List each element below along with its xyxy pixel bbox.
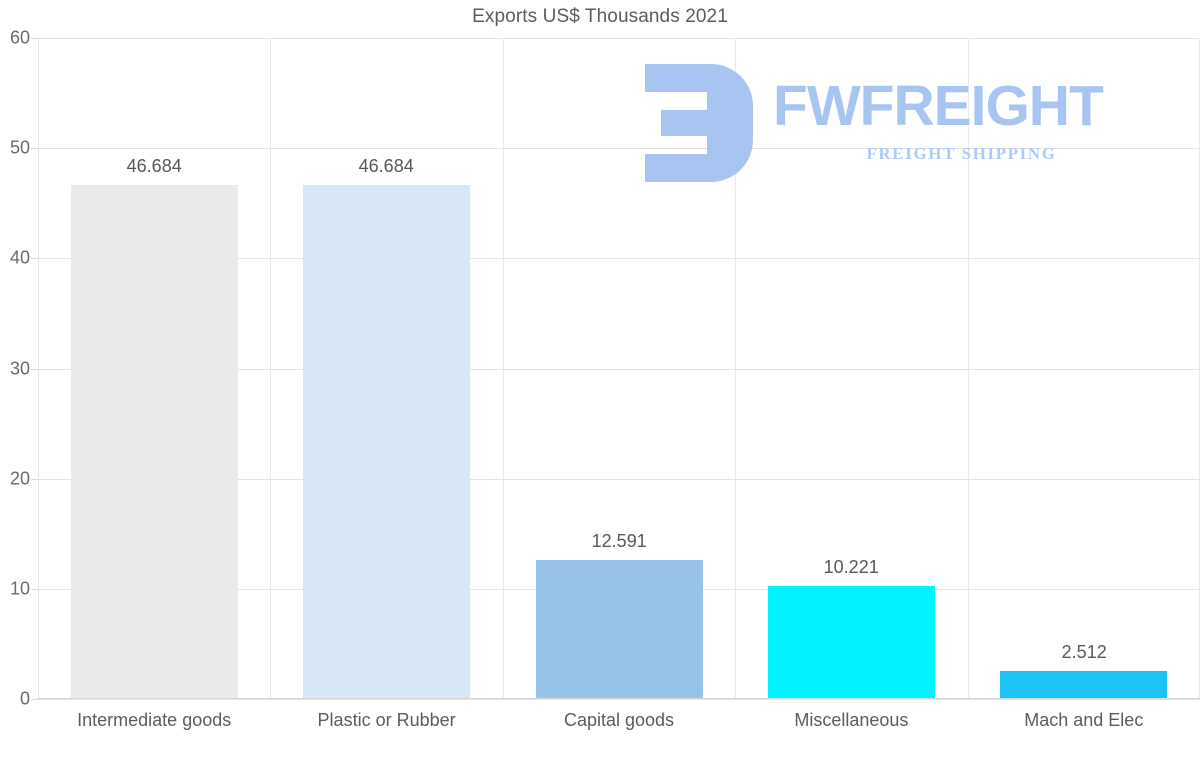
gridline-v	[38, 38, 39, 699]
y-axis-tick-label: 30	[9, 358, 30, 378]
y-axis-tick-mark	[31, 368, 38, 370]
gridline-v	[968, 38, 969, 699]
bar[interactable]	[768, 586, 935, 699]
y-axis-tick-mark	[31, 38, 38, 39]
bar-value-label: 46.684	[126, 155, 182, 176]
bar-value-label: 12.591	[591, 531, 647, 552]
bar[interactable]	[71, 184, 238, 699]
x-axis-tick-label: Mach and Elec	[1024, 710, 1144, 730]
gridline-h	[38, 478, 1200, 480]
gridline-h	[38, 148, 1200, 150]
y-axis-tick-mark	[31, 478, 38, 480]
y-axis-tick-mark	[31, 699, 38, 700]
gridline-h	[38, 699, 1200, 700]
gridline-v	[503, 38, 504, 699]
gridline-h	[38, 258, 1200, 260]
x-axis-tick-label: Capital goods	[563, 710, 675, 730]
y-axis-tick-label: 0	[19, 688, 30, 709]
bar-value-label: 2.512	[1061, 642, 1107, 663]
y-axis-tick-label: 40	[9, 247, 30, 268]
gridline-v	[270, 38, 271, 699]
x-axis-baseline	[38, 698, 1200, 699]
x-axis-tick-label: Intermediate goods	[77, 710, 232, 730]
y-axis-tick-label: 60	[9, 27, 30, 48]
bar[interactable]	[536, 560, 703, 699]
bar[interactable]	[303, 184, 470, 699]
chart-title: Exports US$ Thousands 2021	[472, 6, 728, 27]
y-axis-tick-label: 10	[9, 578, 30, 599]
x-axis-tick-label: Miscellaneous	[794, 710, 909, 730]
y-axis-tick-label: 50	[9, 137, 30, 158]
x-axis-tick-label: Plastic or Rubber	[317, 710, 456, 730]
gridline-h	[38, 368, 1200, 370]
y-axis-tick-mark	[31, 258, 38, 260]
y-axis-tick-mark	[31, 588, 38, 590]
y-axis-tick-mark	[31, 148, 38, 150]
gridline-h	[38, 38, 1200, 39]
plot-area: 46.684 46.684 12.591 10.221 2.512	[38, 38, 1200, 700]
y-axis-tick-label: 20	[9, 468, 30, 489]
gridline-v	[735, 38, 736, 699]
bar[interactable]	[1000, 671, 1167, 699]
bar-value-label: 10.221	[823, 557, 879, 578]
bar-value-label: 46.684	[358, 155, 414, 176]
